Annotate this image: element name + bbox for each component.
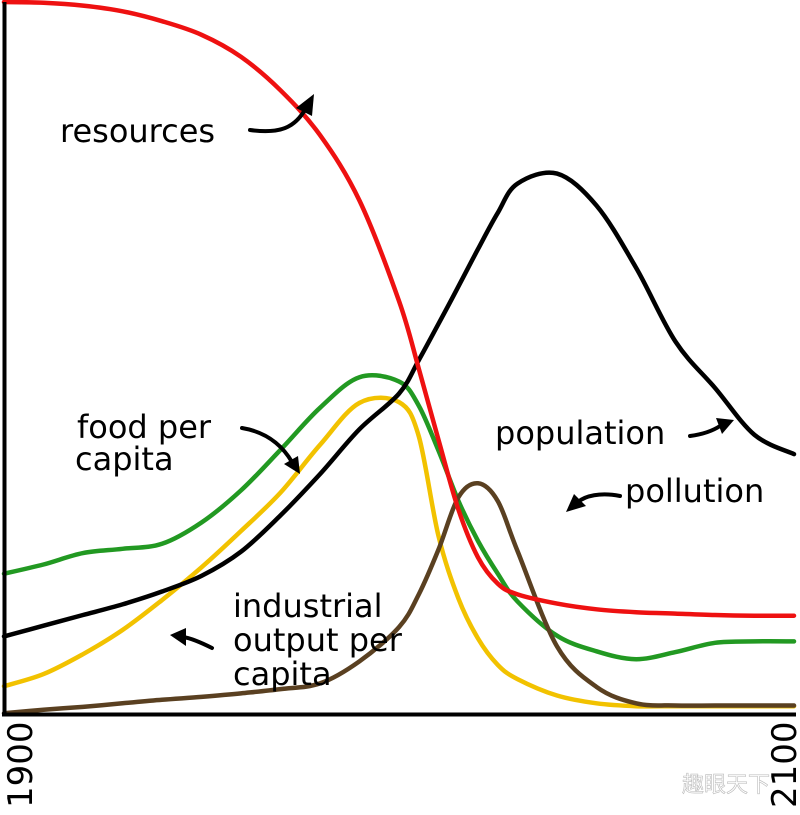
watermark-text: 趣眼天下 [682,773,770,798]
annotation-industrial-line-3: capita [233,655,332,693]
arrow-food-icon [240,426,300,474]
annotation-resources: resources [60,112,215,150]
annotation-pollution: pollution [625,472,764,510]
arrow-resources-icon [248,94,314,134]
arrow-industrial-icon [170,628,214,650]
annotation-food-per-capita: food per capita [75,408,212,478]
series-layer [1,0,797,716]
annotation-population-line-1: population [495,414,665,452]
annotation-population: population [495,414,665,452]
annotation-industrial-line-1: industrial [233,587,383,625]
annotation-industrial-output-per-capita: industrial output per capita [233,587,403,693]
series-line-population [1,170,797,639]
series-line-food-per-capita [1,373,797,662]
annotation-pollution-line-1: pollution [625,472,764,510]
series-line-resources [1,0,797,619]
annotation-resources-line-1: resources [60,112,215,150]
arrow-population-icon [688,418,734,438]
annotation-food-line-2: capita [75,440,174,478]
series-line-pollution [1,481,797,716]
arrow-pollution-icon [566,492,622,512]
series-line-industrial-output-per-capita [1,395,797,709]
annotation-arrows [170,94,734,650]
annotation-food-line-1: food per [77,408,212,446]
x-tick-label-start: 1900 [1,721,41,808]
annotation-industrial-line-2: output per [233,621,403,659]
x-tick-label-end: 2100 [765,721,800,808]
